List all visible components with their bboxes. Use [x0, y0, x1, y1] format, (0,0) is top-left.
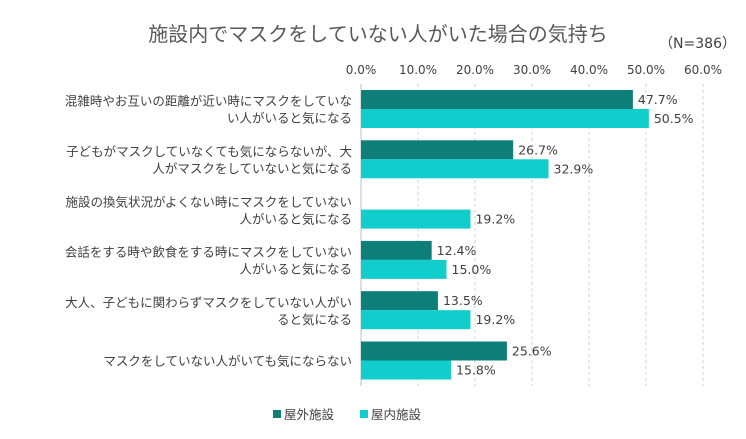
bar: [361, 310, 471, 330]
legend: 屋外施設 屋内施設: [273, 407, 422, 422]
data-label: 26.7%: [518, 142, 558, 157]
bar: [361, 341, 507, 361]
bar: [361, 109, 649, 128]
grid: [417, 84, 704, 386]
bar: [361, 259, 447, 279]
data-label: 32.9%: [554, 161, 594, 176]
category-label: 人がマスクをしていないと気になる: [152, 161, 352, 176]
x-tick-label: 60.0%: [684, 63, 722, 77]
x-tick-label: 40.0%: [570, 63, 608, 77]
category-label: 子どもがマスクしていなくても気にならないが、大: [66, 144, 352, 159]
category-label: 混雑時やお互いの距離が近い時にマスクをしていな: [65, 94, 352, 109]
data-label: 50.5%: [654, 111, 694, 126]
category-label: 大人、子どもに関わらずマスクをしていない人がい: [65, 295, 352, 310]
data-label: 25.6%: [512, 344, 552, 359]
category-label: 人がいると気になる: [239, 262, 352, 277]
x-tick-label: 30.0%: [513, 63, 551, 77]
category-label: 人がいると気になる: [239, 211, 352, 226]
data-label: 12.4%: [437, 243, 477, 258]
bar: [361, 291, 438, 311]
bar: [361, 240, 432, 260]
category-label: 施設の換気状況がよくない時にマスクをしていない: [65, 194, 352, 209]
legend-label: 屋内施設: [371, 407, 422, 422]
x-tick-label: 20.0%: [456, 63, 494, 77]
category-label: ると気になる: [277, 312, 352, 327]
legend-swatch: [273, 410, 281, 418]
bar: [361, 209, 471, 229]
category-label: 会話をする時や飲食をする時にマスクをしていない: [65, 245, 352, 260]
category-label: い人がいると気になる: [227, 111, 352, 126]
x-tick-label: 10.0%: [399, 63, 437, 77]
x-tick-label: 50.0%: [627, 63, 665, 77]
sample-size-note: （N=386）: [659, 36, 736, 52]
data-label: 15.8%: [456, 363, 496, 378]
legend-swatch: [360, 410, 368, 418]
chart-title: 施設内でマスクをしていない人がいた場合の気持ち: [148, 22, 607, 46]
bars: 47.7% 50.5% 26.7% 32.9% 19.2% 12.4% 15.0% 13.5%…: [361, 90, 694, 380]
data-label: 19.2%: [475, 312, 515, 327]
bar: [361, 159, 549, 179]
data-label: 13.5%: [443, 293, 483, 308]
bar: [361, 90, 633, 109]
data-label: 15.0%: [452, 262, 492, 277]
bar: [361, 140, 514, 160]
category-labels: 混雑時やお互いの距離が近い時にマスクをしていない人がいると気になる子どもがマスク…: [65, 94, 352, 369]
x-axis-ticks: 0.0% 10.0% 20.0% 30.0% 40.0% 50.0% 60.0%: [346, 63, 722, 77]
legend-label: 屋外施設: [284, 407, 335, 422]
x-tick-label: 0.0%: [346, 63, 377, 77]
data-label: 47.7%: [638, 92, 678, 107]
bar: [361, 360, 452, 380]
category-label: マスクをしていない人がいても気にならない: [103, 354, 352, 369]
data-label: 19.2%: [475, 212, 515, 227]
